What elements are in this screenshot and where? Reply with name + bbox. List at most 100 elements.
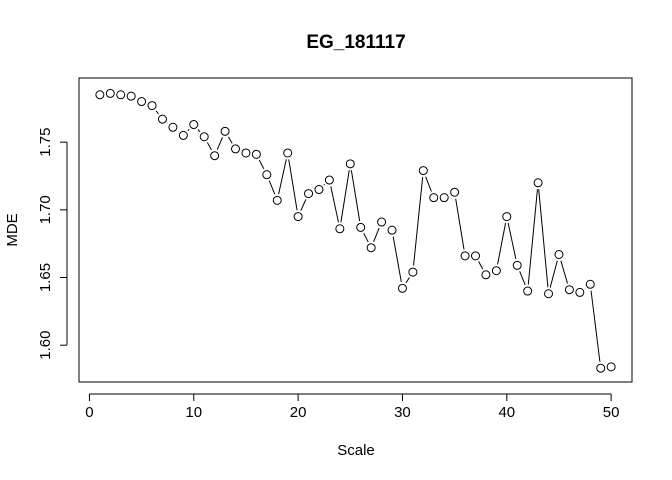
y-tick-label: 1.60 xyxy=(37,331,54,360)
series-segment xyxy=(187,128,190,132)
series-segment xyxy=(268,180,276,195)
data-point xyxy=(377,217,387,227)
data-point xyxy=(210,151,220,161)
data-point xyxy=(335,224,345,234)
series-segment xyxy=(455,198,465,250)
data-point xyxy=(575,287,585,297)
series-segment xyxy=(507,222,517,260)
data-point xyxy=(262,170,272,180)
data-point xyxy=(544,289,554,299)
series-segment xyxy=(413,176,424,266)
x-tick-label: 20 xyxy=(290,404,307,421)
data-point xyxy=(523,286,533,296)
data-point xyxy=(512,260,522,270)
series-segment xyxy=(527,189,538,285)
series-segment xyxy=(519,271,526,286)
series-segment xyxy=(560,260,569,284)
data-point xyxy=(283,148,293,158)
series-segment xyxy=(549,260,558,288)
series-segment xyxy=(590,290,601,362)
series-segment xyxy=(538,189,549,288)
data-point xyxy=(345,159,355,169)
data-point xyxy=(397,283,407,293)
data-point xyxy=(272,195,282,205)
chart-title: EG_181117 xyxy=(306,32,405,53)
series-segment xyxy=(288,159,298,211)
data-point xyxy=(178,130,188,140)
y-tick-label: 1.65 xyxy=(37,263,54,292)
data-point xyxy=(126,91,136,101)
x-tick-label: 40 xyxy=(498,404,515,421)
data-point xyxy=(231,144,241,154)
series-segment xyxy=(405,277,410,284)
data-point xyxy=(189,120,199,130)
series-segment xyxy=(206,142,212,151)
y-axis-label: MDE xyxy=(4,213,21,246)
x-tick-label: 50 xyxy=(603,404,620,421)
series-segment xyxy=(350,170,361,222)
x-tick-label: 30 xyxy=(394,404,411,421)
series-segment xyxy=(323,184,325,186)
data-point xyxy=(418,166,428,176)
data-point xyxy=(606,362,616,372)
data-point xyxy=(199,132,209,142)
series-segment xyxy=(278,159,287,195)
data-point xyxy=(460,251,470,261)
data-point xyxy=(116,90,126,100)
series-segment xyxy=(155,110,159,115)
data-point xyxy=(293,212,303,222)
data-point xyxy=(387,225,397,235)
data-point xyxy=(157,114,167,124)
series-segment xyxy=(227,136,233,144)
data-point xyxy=(314,185,324,195)
y-tick-label: 1.70 xyxy=(37,195,54,224)
data-point xyxy=(450,187,460,197)
series-segment xyxy=(478,261,484,270)
data-point xyxy=(137,97,147,107)
series-segment xyxy=(258,159,265,170)
x-tick-label: 0 xyxy=(85,404,93,421)
data-point xyxy=(168,122,178,132)
data-point xyxy=(220,126,230,136)
data-point xyxy=(502,212,512,222)
series-points xyxy=(95,88,616,373)
data-point xyxy=(596,363,606,373)
data-point xyxy=(533,178,543,188)
data-point xyxy=(491,266,501,276)
series-line xyxy=(155,110,601,362)
data-point xyxy=(105,88,115,98)
series-segment xyxy=(300,199,307,211)
y-tick-label: 1.75 xyxy=(37,128,54,157)
data-point xyxy=(356,222,366,232)
series-segment xyxy=(425,176,432,192)
y-axis: 1.60 1.65 1.70 1.75 xyxy=(37,128,68,360)
data-point xyxy=(251,149,261,159)
series-segment xyxy=(330,186,339,223)
x-axis-label: Scale xyxy=(337,442,375,459)
plot-frame xyxy=(78,77,633,383)
series-segment xyxy=(340,170,350,223)
data-point xyxy=(585,279,595,289)
data-point xyxy=(429,193,439,203)
series-segment xyxy=(373,227,380,242)
data-point xyxy=(147,101,157,111)
data-point xyxy=(554,249,564,259)
series-segment xyxy=(363,232,369,243)
x-tick-label: 10 xyxy=(185,404,202,421)
series-segment xyxy=(197,129,201,133)
series-segment xyxy=(216,137,223,150)
data-point xyxy=(470,251,480,261)
data-point xyxy=(408,267,418,277)
data-point xyxy=(324,175,334,185)
data-point xyxy=(481,270,491,280)
data-point xyxy=(439,193,449,203)
series-segment xyxy=(497,222,507,265)
series-segment xyxy=(392,236,402,283)
data-point xyxy=(95,90,105,100)
data-point xyxy=(241,148,251,158)
data-point xyxy=(366,243,376,253)
data-point xyxy=(304,189,314,199)
data-point xyxy=(564,285,574,295)
x-axis: 0 10 20 30 40 50 xyxy=(85,393,620,421)
